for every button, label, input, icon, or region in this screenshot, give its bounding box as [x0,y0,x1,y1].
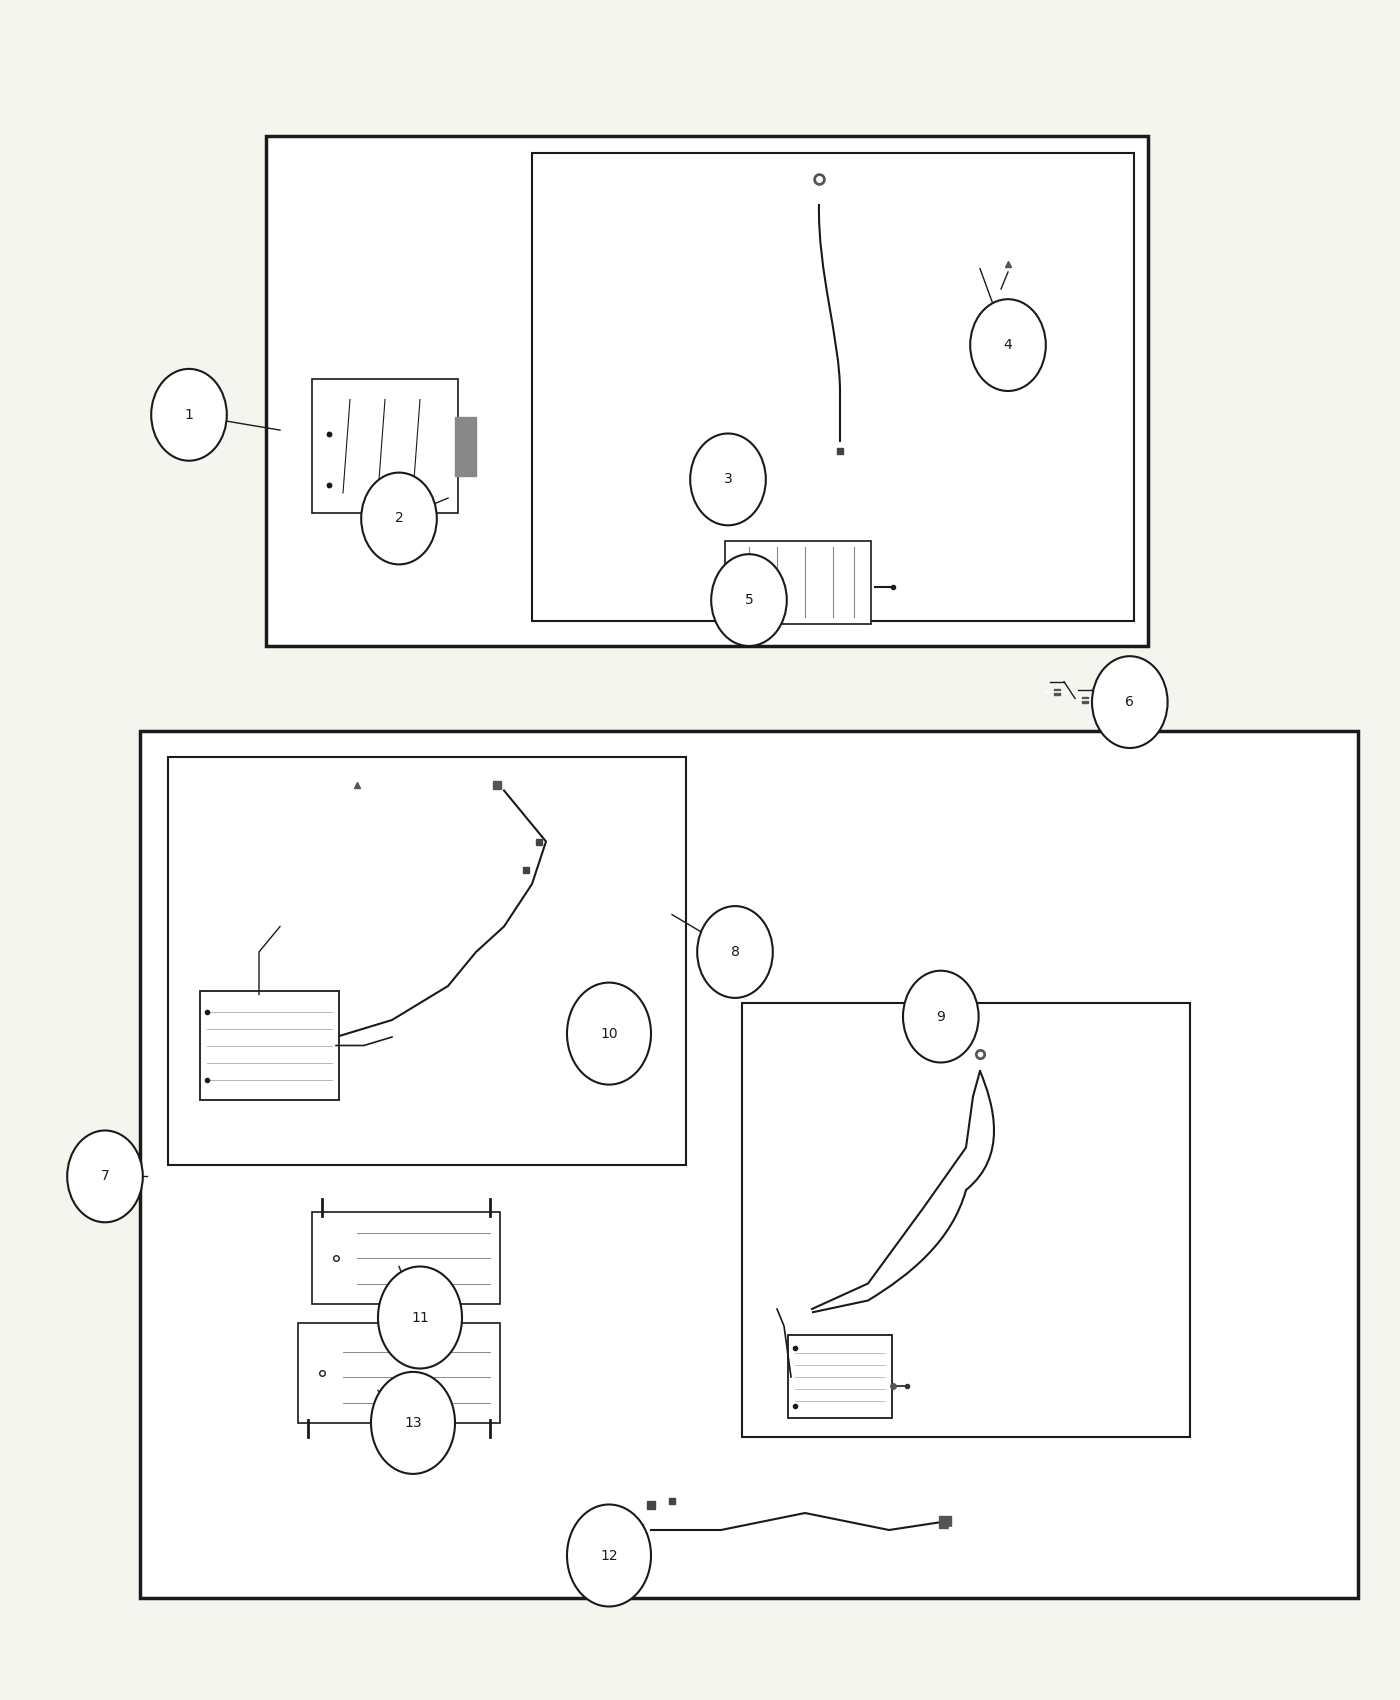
Text: 2: 2 [395,512,403,525]
FancyBboxPatch shape [725,541,871,624]
Text: 5: 5 [745,593,753,607]
Bar [266,136,1148,646]
Circle shape [567,1504,651,1606]
Bar [168,756,686,1164]
Circle shape [67,1130,143,1222]
Circle shape [378,1266,462,1368]
Text: 13: 13 [405,1416,421,1430]
Polygon shape [455,416,476,476]
Text: 7: 7 [101,1170,109,1183]
FancyBboxPatch shape [200,991,339,1100]
Circle shape [711,554,787,646]
Text: 9: 9 [937,1010,945,1023]
Text: 8: 8 [731,945,739,959]
Circle shape [903,971,979,1062]
Circle shape [567,983,651,1085]
FancyBboxPatch shape [312,379,458,513]
Bar [742,1003,1190,1436]
Text: 1: 1 [185,408,193,422]
Circle shape [690,434,766,525]
FancyBboxPatch shape [312,1212,500,1304]
Bar [532,153,1134,620]
Circle shape [1092,656,1168,748]
Bar [140,731,1358,1598]
Circle shape [697,906,773,998]
Circle shape [151,369,227,461]
Text: 10: 10 [601,1027,617,1040]
Text: 4: 4 [1004,338,1012,352]
Circle shape [371,1372,455,1474]
Text: 6: 6 [1126,695,1134,709]
Text: 12: 12 [601,1549,617,1562]
Circle shape [361,473,437,564]
FancyBboxPatch shape [788,1334,892,1418]
Circle shape [970,299,1046,391]
FancyBboxPatch shape [298,1323,500,1423]
Text: 11: 11 [412,1311,428,1324]
Text: 3: 3 [724,473,732,486]
